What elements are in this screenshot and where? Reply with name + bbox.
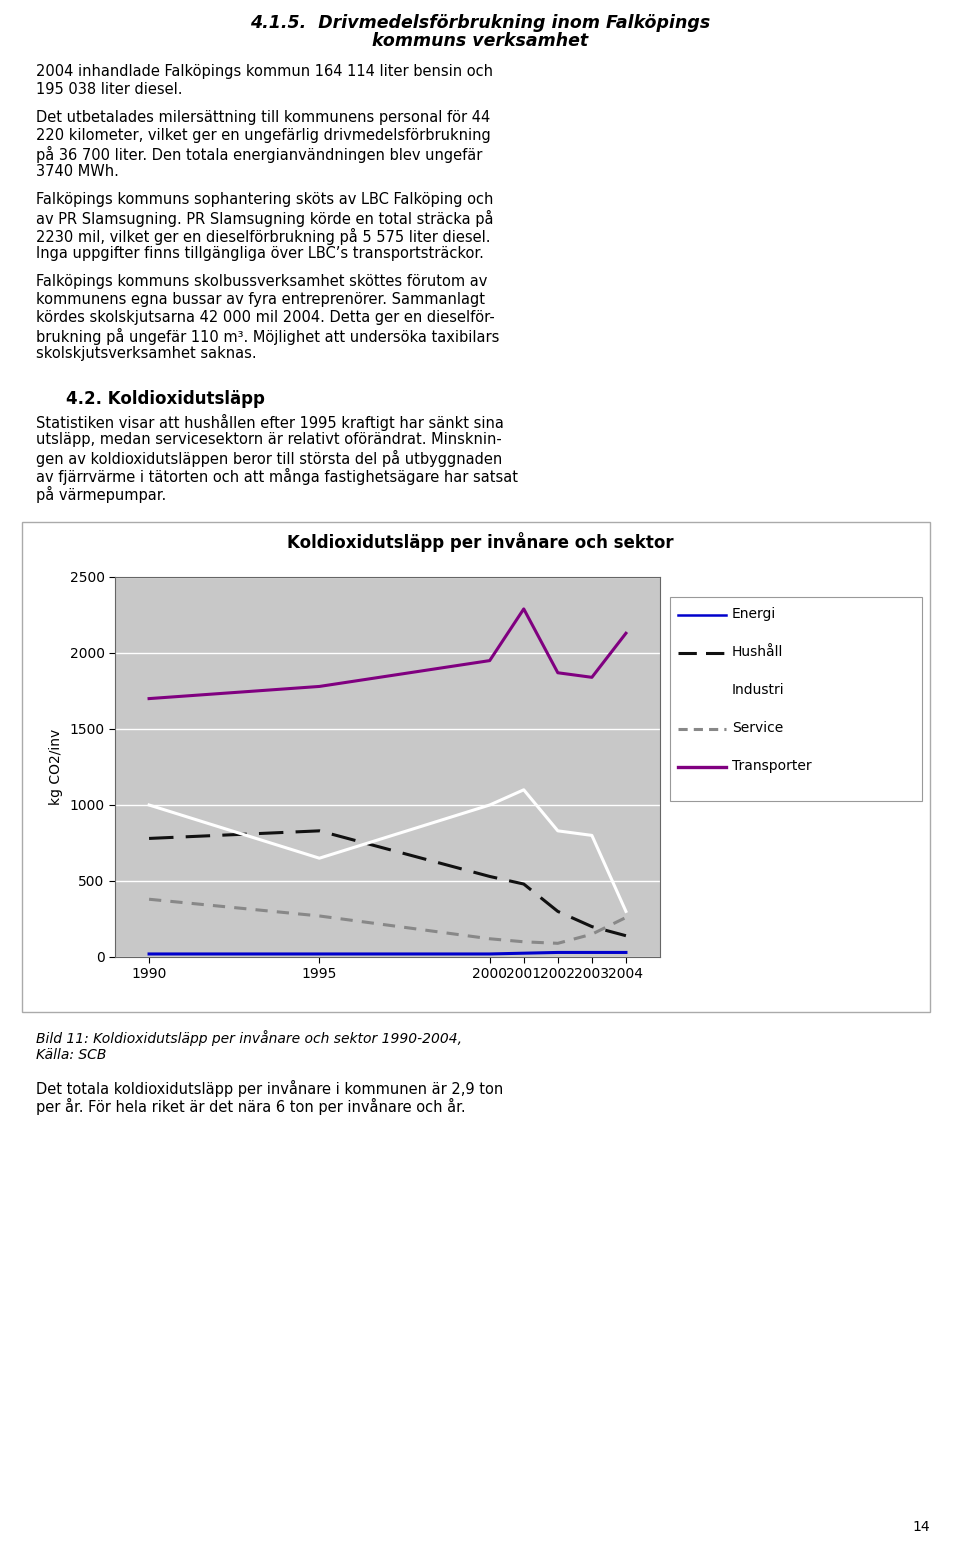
- Text: Industri: Industri: [732, 684, 784, 697]
- Text: 195 038 liter diesel.: 195 038 liter diesel.: [36, 82, 182, 97]
- Text: gen av koldioxidutsläppen beror till största del på utbyggnaden: gen av koldioxidutsläppen beror till stö…: [36, 451, 502, 468]
- Text: 4.2. Koldioxidutsläpp: 4.2. Koldioxidutsläpp: [66, 390, 265, 407]
- Text: per år. För hela riket är det nära 6 ton per invånare och år.: per år. För hela riket är det nära 6 ton…: [36, 1099, 466, 1116]
- Text: på 36 700 liter. Den totala energianvändningen blev ungefär: på 36 700 liter. Den totala energianvänd…: [36, 147, 482, 164]
- Text: 2004 inhandlade Falköpings kommun 164 114 liter bensin och: 2004 inhandlade Falköpings kommun 164 11…: [36, 63, 493, 79]
- Text: Inga uppgifter finns tillgängliga över LBC’s transportsträckor.: Inga uppgifter finns tillgängliga över L…: [36, 245, 484, 261]
- Text: kommunens egna bussar av fyra entreprenörer. Sammanlagt: kommunens egna bussar av fyra entreprenö…: [36, 292, 485, 307]
- Text: Hushåll: Hushåll: [732, 645, 783, 659]
- Text: Koldioxidutsläpp per invånare och sektor: Koldioxidutsläpp per invånare och sektor: [287, 532, 673, 552]
- Text: Det totala koldioxidutsläpp per invånare i kommunen är 2,9 ton: Det totala koldioxidutsläpp per invånare…: [36, 1080, 503, 1097]
- Text: utsläpp, medan servicesektorn är relativt oförändrat. Minsknin-: utsläpp, medan servicesektorn är relativ…: [36, 432, 502, 447]
- FancyBboxPatch shape: [670, 597, 922, 801]
- Text: Det utbetalades milersättning till kommunens personal för 44: Det utbetalades milersättning till kommu…: [36, 110, 491, 125]
- Y-axis label: kg CO2/inv: kg CO2/inv: [49, 728, 62, 805]
- Text: på värmepumpar.: på värmepumpar.: [36, 486, 166, 503]
- Text: 3740 MWh.: 3740 MWh.: [36, 164, 119, 179]
- Text: 2230 mil, vilket ger en dieselförbrukning på 5 575 liter diesel.: 2230 mil, vilket ger en dieselförbruknin…: [36, 228, 491, 245]
- Text: Falköpings kommuns skolbussverksamhet sköttes förutom av: Falköpings kommuns skolbussverksamhet sk…: [36, 275, 488, 289]
- Text: av PR Slamsugning. PR Slamsugning körde en total sträcka på: av PR Slamsugning. PR Slamsugning körde …: [36, 210, 493, 227]
- Text: Transporter: Transporter: [732, 759, 811, 773]
- Text: Service: Service: [732, 721, 783, 734]
- Text: av fjärrvärme i tätorten och att många fastighetsägare har satsat: av fjärrvärme i tätorten och att många f…: [36, 468, 518, 485]
- Text: Statistiken visar att hushållen efter 1995 kraftigt har sänkt sina: Statistiken visar att hushållen efter 19…: [36, 414, 504, 430]
- Text: 220 kilometer, vilket ger en ungefärlig drivmedelsförbrukning: 220 kilometer, vilket ger en ungefärlig …: [36, 128, 491, 143]
- FancyBboxPatch shape: [22, 522, 930, 1012]
- Text: 14: 14: [912, 1520, 930, 1534]
- Text: skolskjutsverksamhet saknas.: skolskjutsverksamhet saknas.: [36, 346, 256, 361]
- Text: brukning på ungefär 110 m³. Möjlighet att undersöka taxibilars: brukning på ungefär 110 m³. Möjlighet at…: [36, 329, 499, 346]
- Text: Energi: Energi: [732, 606, 777, 620]
- Text: kommuns verksamhet: kommuns verksamhet: [372, 32, 588, 49]
- Text: Källa: SCB: Källa: SCB: [36, 1048, 107, 1062]
- Text: Falköpings kommuns sophantering sköts av LBC Falköping och: Falköpings kommuns sophantering sköts av…: [36, 191, 493, 207]
- Text: kördes skolskjutsarna 42 000 mil 2004. Detta ger en dieselför-: kördes skolskjutsarna 42 000 mil 2004. D…: [36, 310, 494, 326]
- Text: 4.1.5.  Drivmedelsförbrukning inom Falköpings: 4.1.5. Drivmedelsförbrukning inom Falköp…: [250, 14, 710, 32]
- Text: Bild 11: Koldioxidutsläpp per invånare och sektor 1990-2004,: Bild 11: Koldioxidutsläpp per invånare o…: [36, 1031, 462, 1046]
